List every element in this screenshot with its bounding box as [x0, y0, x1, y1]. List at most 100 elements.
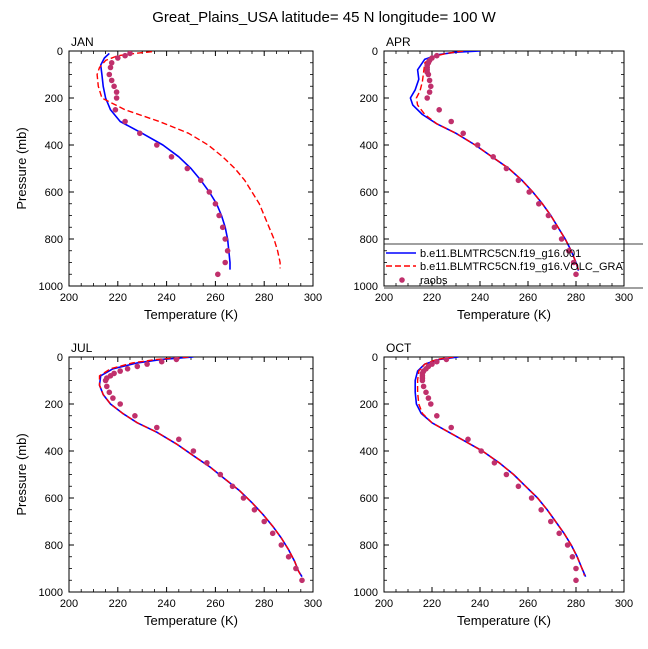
raobs-point — [184, 165, 191, 172]
raobs-point — [434, 358, 440, 365]
raobs-point — [420, 383, 427, 390]
raobs-point — [134, 363, 141, 370]
series-group — [409, 51, 580, 278]
raobs-point — [426, 89, 433, 95]
y-tick-label: 200 — [360, 93, 378, 105]
raobs-point — [423, 389, 429, 396]
raobs-point — [215, 271, 221, 278]
x-tick-label: 300 — [615, 598, 633, 610]
raobs-point — [222, 236, 228, 242]
raobs-point — [548, 518, 554, 525]
panel-label: APR — [386, 35, 411, 49]
legend-label: b.e11.BLMTRC5CN.f19_g16.VOLC_GRA — [420, 261, 623, 273]
series-line-control — [414, 357, 587, 578]
raobs-point — [144, 361, 150, 367]
raobs-point — [190, 448, 197, 454]
plot-frame — [68, 356, 314, 593]
x-axis-label: Temperature (K) — [457, 613, 551, 628]
raobs-point — [465, 436, 471, 443]
raobs-point — [564, 542, 571, 548]
y-tick-label: 0 — [57, 46, 63, 58]
raobs-point — [117, 368, 123, 374]
raobs-point — [132, 413, 138, 419]
series-line-volc-gra — [98, 357, 302, 576]
x-tick-label: 220 — [423, 292, 441, 304]
y-tick-label: 800 — [45, 234, 63, 246]
raobs-point — [419, 377, 426, 384]
raobs-point — [293, 565, 299, 572]
x-tick-label: 260 — [519, 292, 537, 304]
series-line-volc-gra — [96, 51, 281, 269]
raobs-point — [528, 495, 535, 501]
raobs-point — [538, 507, 544, 513]
x-tick-label: 240 — [471, 292, 489, 304]
raobs-point — [222, 259, 228, 266]
y-axis-label: Pressure (mb) — [14, 433, 29, 515]
raobs-point — [474, 142, 481, 148]
raobs-point — [434, 413, 440, 419]
panels: JAN 200 220 240 260 280 300 0 200 400 600 800 1000 Te… — [14, 35, 633, 628]
raobs-point — [154, 424, 160, 431]
y-tick-label: 400 — [360, 140, 378, 152]
raobs-point — [570, 259, 577, 266]
y-tick-label: 400 — [45, 140, 63, 152]
panel-label: OCT — [386, 341, 412, 355]
raobs-point — [299, 577, 305, 584]
raobs-point — [229, 483, 236, 490]
raobs-point — [217, 471, 224, 478]
y-tick-label: 200 — [45, 93, 63, 105]
y-tick-label: 600 — [45, 493, 63, 505]
raobs-point — [573, 565, 579, 572]
raobs-point — [551, 224, 558, 231]
raobs-point — [460, 130, 467, 137]
x-tick-label: 260 — [206, 598, 224, 610]
x-tick-label: 280 — [567, 292, 585, 304]
y-tick-label: 400 — [360, 446, 378, 458]
raobs-point — [278, 542, 285, 548]
raobs-point — [569, 554, 576, 560]
raobs-point — [168, 154, 175, 160]
raobs-point — [425, 71, 432, 78]
y-tick-label: 200 — [360, 399, 378, 411]
raobs-point — [102, 377, 109, 384]
raobs-point — [113, 95, 120, 101]
legend-label: b.e11.BLMTRC5CN.f19_g16.001 — [420, 248, 581, 260]
series-group — [414, 357, 587, 584]
raobs-point — [515, 177, 522, 184]
series-line-volc-gra — [415, 51, 580, 270]
y-tick-label: 400 — [45, 446, 63, 458]
raobs-point — [212, 201, 219, 207]
raobs-point — [526, 189, 532, 195]
y-tick-label: 600 — [360, 493, 378, 505]
x-tick-label: 280 — [567, 598, 585, 610]
x-tick-label: 240 — [471, 598, 489, 610]
raobs-point — [104, 383, 110, 390]
raobs-point — [219, 224, 226, 231]
raobs-point — [566, 248, 572, 254]
raobs-point — [448, 118, 455, 125]
panel-apr: APR 200 220 240 260 280 300 0 200 400 600 800 1000 Te… — [354, 35, 634, 322]
raobs-point — [261, 518, 268, 525]
raobs-point — [545, 212, 552, 219]
x-tick-label: 300 — [615, 292, 633, 304]
y-tick-label: 600 — [360, 187, 378, 199]
y-tick-label: 800 — [360, 234, 378, 246]
raobs-point — [428, 83, 434, 90]
y-tick-label: 1000 — [39, 281, 63, 293]
y-tick-label: 800 — [360, 540, 378, 552]
x-tick-label: 280 — [255, 292, 273, 304]
raobs-point — [424, 95, 431, 101]
raobs-point — [478, 448, 485, 454]
x-tick-label: 220 — [423, 598, 441, 610]
panel-label: JAN — [71, 35, 94, 49]
raobs-point — [443, 357, 450, 363]
panel-jul: JUL 200 220 240 260 280 300 0 200 400 600 800 1000 Te… — [14, 341, 322, 628]
figure-title: Great_Plains_USA latitude= 45 N longitud… — [152, 9, 496, 26]
raobs-point — [108, 60, 115, 66]
series-line-volc-gra — [416, 357, 586, 576]
y-tick-label: 0 — [372, 46, 378, 58]
raobs-point — [111, 83, 117, 90]
raobs-point — [428, 401, 434, 407]
series-line-control — [409, 51, 580, 271]
